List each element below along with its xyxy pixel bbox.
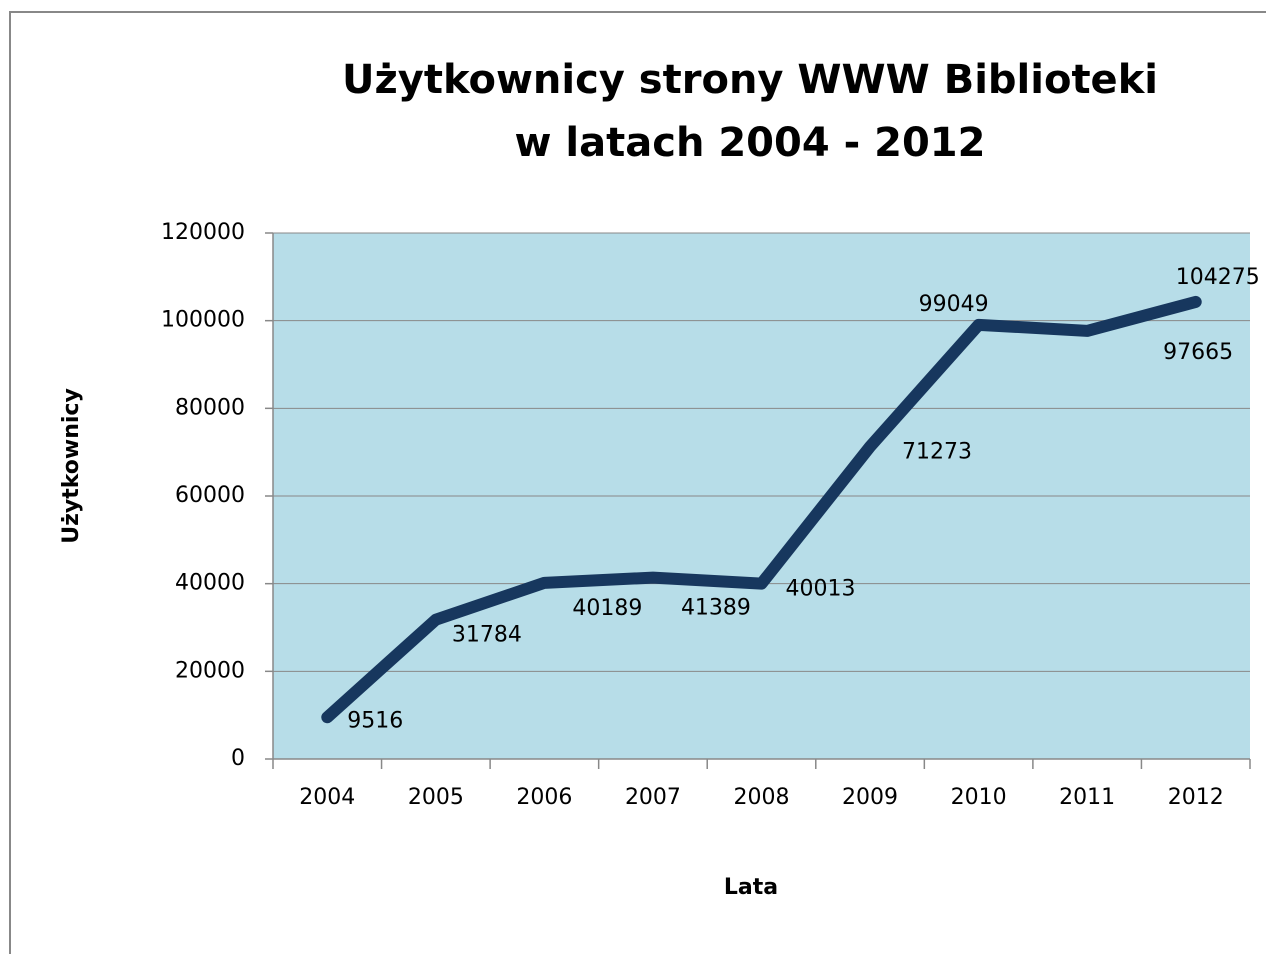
x-axis-label: Lata — [724, 875, 778, 900]
x-tick-label: 2009 — [842, 785, 898, 810]
data-label: 40013 — [786, 577, 856, 602]
y-tick-label: 100000 — [161, 308, 245, 333]
x-tick-label: 2011 — [1059, 785, 1115, 810]
x-tick-label: 2006 — [516, 785, 572, 810]
y-tick-label: 60000 — [175, 483, 245, 508]
x-tick-label: 2005 — [408, 785, 464, 810]
y-tick-label: 40000 — [175, 571, 245, 596]
data-label: 99049 — [919, 292, 989, 317]
chart-frame — [9, 11, 1266, 954]
chart-title: Użytkownicy strony WWW Biblioteki — [342, 57, 1158, 103]
y-tick-label: 80000 — [175, 395, 245, 420]
x-tick-label: 2007 — [625, 785, 681, 810]
data-label: 97665 — [1163, 340, 1233, 365]
data-label: 71273 — [902, 440, 972, 465]
chart-title: w latach 2004 - 2012 — [515, 120, 986, 166]
y-tick-label: 0 — [231, 746, 245, 771]
y-tick-label: 20000 — [175, 658, 245, 683]
y-axis-label: Użytkownicy — [59, 388, 84, 544]
data-label: 9516 — [347, 708, 403, 733]
x-tick-label: 2012 — [1168, 785, 1224, 810]
data-label: 41389 — [681, 596, 751, 621]
line — [321, 295, 1202, 724]
data-label: 40189 — [572, 596, 642, 621]
data-label: 31784 — [452, 623, 522, 648]
x-tick-label: 2008 — [734, 785, 790, 810]
y-tick-label: 120000 — [161, 220, 245, 245]
x-tick-label: 2010 — [951, 785, 1007, 810]
x-tick-label: 2004 — [299, 785, 355, 810]
data-label: 104275 — [1176, 265, 1260, 290]
